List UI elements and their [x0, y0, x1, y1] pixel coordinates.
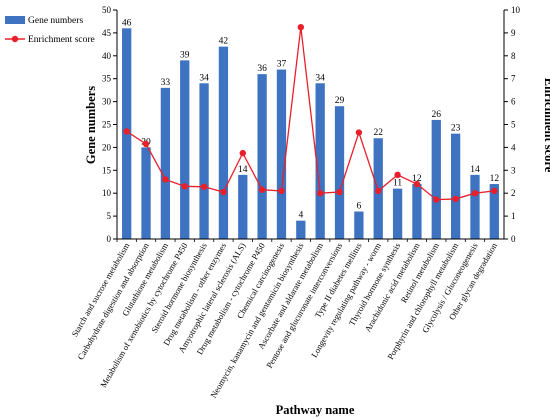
enrichment-point-5 — [200, 183, 208, 190]
bar-12 — [334, 106, 345, 240]
bar-18 — [450, 133, 461, 239]
left-tick-label: 5 — [107, 211, 112, 221]
enrichment-point-14 — [375, 187, 382, 195]
legend-marker-enrichment-score — [11, 35, 19, 43]
x-axis-title: Pathway name — [276, 403, 355, 417]
bar-11 — [315, 83, 325, 239]
enrichment-point-11 — [316, 190, 324, 197]
right-tick-label: 8 — [511, 51, 516, 61]
bar-value-label: 34 — [199, 73, 209, 83]
bar-13 — [354, 211, 364, 239]
bar-value-label: 29 — [335, 96, 345, 106]
bar-2 — [141, 147, 151, 239]
bar-value-labels: 46203339344214363743429622111226231412 — [122, 18, 499, 220]
enrichment-point-6 — [220, 188, 227, 196]
enrichment-point-1 — [123, 128, 130, 135]
right-tick-label: 6 — [511, 97, 516, 107]
enrichment-point-10 — [297, 23, 305, 31]
bar-value-label: 22 — [373, 128, 383, 138]
enrichment-line — [126, 27, 495, 201]
right-tick-label: 4 — [511, 142, 516, 152]
legend-label-enrichment-score: Enrichment score — [28, 35, 95, 45]
left-tick-label: 20 — [102, 142, 112, 152]
right-tick-label: 1 — [511, 211, 516, 221]
bar-8 — [257, 74, 267, 240]
bar-value-label: 33 — [161, 78, 171, 88]
enrichment-point-13 — [355, 129, 363, 136]
enrichment-point-18 — [452, 195, 459, 203]
enrichment-point-4 — [181, 183, 188, 190]
bar-value-label: 42 — [219, 37, 229, 47]
right-tick-label: 2 — [511, 188, 516, 198]
enrichment-point-15 — [394, 171, 401, 179]
legend-label-gene-numbers: Gene numbers — [28, 16, 83, 26]
y-axis-title: Gene numbers — [84, 86, 98, 164]
bar-value-label: 39 — [180, 50, 190, 60]
bar-value-label: 14 — [470, 165, 480, 175]
enrichment-point-20 — [491, 187, 498, 195]
bar-19 — [470, 174, 480, 239]
left-tick-label: 15 — [102, 165, 112, 175]
bar-value-label: 36 — [257, 64, 267, 74]
right-tick-label: 7 — [511, 74, 516, 84]
category-labels: Starch and sucrose metabolismCarbohydrat… — [69, 239, 499, 400]
bar-value-label: 23 — [451, 124, 461, 134]
enrichment-point-9 — [278, 187, 285, 195]
right-tick-label: 5 — [511, 120, 516, 130]
bar-value-label: 34 — [315, 73, 325, 83]
bar-16 — [412, 184, 422, 239]
bar-3 — [160, 87, 171, 239]
left-tick-label: 30 — [102, 97, 112, 107]
enrichment-point-19 — [471, 190, 479, 197]
bar-value-label: 26 — [432, 110, 442, 120]
bar-4 — [180, 60, 190, 239]
enrichment-point-16 — [413, 180, 421, 188]
enrichment-point-12 — [336, 188, 343, 196]
enrichment-point-3 — [162, 176, 169, 183]
bar-20 — [489, 184, 499, 239]
right-axis-ticks: 0 1 2 3 4 5 6 7 8 9 10 — [504, 5, 521, 244]
bar-value-label: 6 — [357, 202, 362, 212]
left-tick-label: 0 — [107, 234, 112, 244]
bar-5 — [199, 83, 209, 239]
bar-10 — [296, 220, 306, 239]
left-tick-label: 25 — [102, 120, 112, 130]
bar-value-label: 12 — [490, 174, 500, 184]
right-tick-label: 10 — [511, 5, 521, 15]
legend: Gene numbers Enrichment score — [5, 16, 95, 45]
bar-series — [122, 28, 499, 240]
right-tick-label: 9 — [511, 28, 516, 38]
left-tick-label: 50 — [102, 5, 112, 15]
bar-7 — [238, 174, 248, 239]
bar-value-label: 37 — [277, 60, 287, 70]
line-series — [123, 23, 498, 203]
left-tick-label: 35 — [102, 74, 112, 84]
bar-value-label: 14 — [238, 165, 248, 175]
right-tick-label: 0 — [511, 234, 516, 244]
enrichment-point-7 — [239, 149, 246, 157]
bar-17 — [431, 119, 441, 239]
bar-value-label: 11 — [393, 179, 402, 189]
left-tick-label: 10 — [102, 188, 112, 198]
left-tick-label: 40 — [102, 51, 112, 61]
bar-6 — [218, 46, 229, 239]
bar-15 — [392, 188, 403, 239]
left-tick-label: 45 — [102, 28, 112, 38]
axes — [116, 10, 505, 240]
bar-value-label: 12 — [412, 174, 422, 184]
enrichment-point-2 — [142, 140, 150, 148]
left-axis-ticks: 0 5 10 15 20 25 30 35 40 45 50 — [102, 5, 117, 244]
legend-swatch-gene-numbers — [5, 16, 25, 24]
enrichment-point-17 — [433, 196, 440, 203]
bar-value-label: 4 — [298, 211, 303, 221]
enrichment-point-8 — [258, 186, 266, 193]
y2-axis-title: Enrichment score — [542, 78, 550, 173]
bar-value-label: 46 — [122, 18, 132, 28]
right-tick-label: 3 — [511, 165, 516, 175]
bar-9 — [276, 69, 287, 239]
